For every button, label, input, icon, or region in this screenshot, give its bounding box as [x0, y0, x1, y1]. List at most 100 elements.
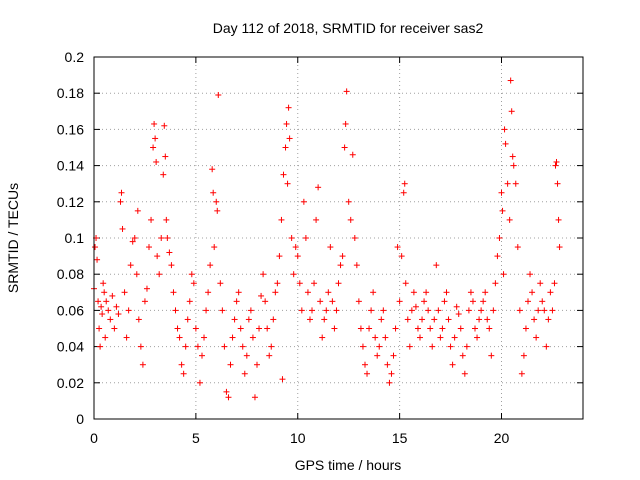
data-point: [133, 271, 140, 278]
data-point: [137, 343, 144, 350]
data-point: [154, 253, 161, 260]
data-point: [333, 307, 340, 314]
data-point: [302, 235, 309, 241]
data-point: [233, 298, 240, 305]
data-point: [150, 144, 157, 151]
data-point: [421, 298, 428, 305]
data-point: [492, 280, 499, 287]
data-point: [341, 144, 348, 151]
data-point: [294, 253, 301, 260]
data-point: [229, 334, 236, 341]
data-point: [285, 104, 292, 111]
data-point: [506, 216, 513, 223]
data-point: [451, 334, 458, 341]
data-point: [366, 325, 373, 332]
data-point: [113, 303, 120, 310]
data-point: [319, 334, 326, 341]
data-point: [198, 352, 205, 359]
data-point: [196, 379, 203, 386]
data-point: [402, 280, 409, 287]
data-point: [209, 166, 216, 173]
y-tick-label: 0.12: [57, 194, 84, 210]
data-point: [552, 162, 559, 169]
data-point: [286, 135, 293, 142]
data-point: [146, 244, 153, 251]
data-point: [139, 361, 146, 368]
data-point: [507, 77, 514, 84]
data-point: [390, 352, 397, 359]
data-point: [223, 388, 230, 395]
data-point: [368, 307, 375, 314]
data-point: [135, 316, 142, 323]
data-point: [502, 140, 509, 147]
data-point: [457, 325, 464, 332]
data-point: [429, 343, 436, 350]
data-point: [102, 334, 109, 341]
data-point: [484, 316, 491, 323]
data-point: [323, 307, 330, 314]
data-point: [467, 289, 474, 296]
data-point: [249, 334, 256, 341]
x-tick-labels: 0 5 10 15 20: [90, 430, 509, 446]
data-point: [99, 311, 106, 318]
data-point: [531, 316, 538, 323]
y-tick-label: 0.2: [65, 49, 85, 65]
data-point: [488, 352, 495, 359]
data-point: [527, 271, 534, 278]
data-point: [539, 298, 546, 305]
data-point: [516, 307, 523, 314]
data-point: [201, 334, 208, 341]
data-point: [394, 244, 401, 251]
data-point: [524, 298, 531, 305]
data-point: [148, 216, 155, 223]
data-point: [235, 289, 242, 296]
data-point: [509, 153, 516, 160]
data-point: [541, 307, 548, 314]
data-point: [96, 325, 103, 332]
data-point: [311, 280, 318, 287]
data-point: [215, 92, 222, 99]
data-point: [321, 316, 328, 323]
data-point: [520, 352, 527, 359]
chart-title: Day 112 of 2018, SRMTID for receiver sas…: [213, 20, 484, 36]
data-point: [168, 262, 175, 269]
data-point: [279, 376, 286, 383]
data-point: [453, 303, 460, 310]
data-point: [342, 120, 349, 127]
data-point: [164, 235, 171, 241]
data-points: [91, 77, 563, 401]
data-point: [292, 244, 299, 251]
data-point: [268, 343, 275, 350]
data-point: [351, 235, 358, 241]
data-point: [556, 244, 563, 251]
data-point: [386, 379, 393, 386]
data-point: [347, 216, 354, 223]
data-point: [118, 189, 125, 196]
data-point: [388, 370, 395, 377]
data-point: [264, 325, 271, 332]
y-axis-label: SRMTID / TECUs: [5, 183, 21, 293]
data-point: [498, 189, 505, 196]
data-point: [115, 311, 122, 318]
data-point: [406, 343, 413, 350]
data-point: [547, 289, 554, 296]
data-point: [349, 151, 356, 158]
data-point: [361, 361, 368, 368]
data-point: [449, 361, 456, 368]
y-tick-label: 0.04: [57, 339, 84, 355]
data-point: [278, 216, 285, 223]
data-point: [188, 271, 195, 278]
data-point: [98, 303, 105, 310]
data-point: [441, 298, 448, 305]
data-point: [178, 361, 185, 368]
data-point: [186, 298, 193, 305]
data-point: [276, 253, 283, 260]
data-point: [504, 180, 511, 187]
data-point: [353, 262, 360, 269]
data-point: [370, 289, 377, 296]
data-point: [296, 280, 303, 287]
data-point: [384, 361, 391, 368]
data-point: [162, 153, 169, 160]
data-point: [158, 235, 165, 241]
data-point: [125, 307, 132, 314]
